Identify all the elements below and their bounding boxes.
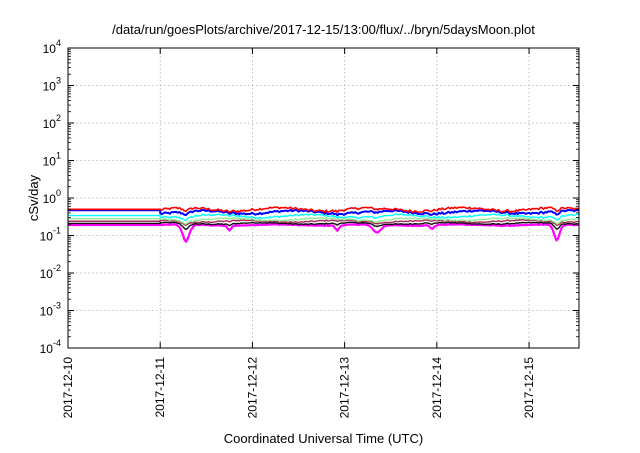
x-axis-label: Coordinated Universal Time (UTC) [224, 431, 423, 446]
y-tick-base: 10 [40, 267, 54, 281]
x-tick-label: 2017-12-13 [338, 357, 352, 419]
y-tick-exponent: 3 [56, 76, 61, 86]
y-tick-label: 102 [43, 113, 61, 131]
y-tick-label: 10-4 [40, 338, 61, 356]
y-tick-exponent: -4 [53, 338, 61, 348]
chart-title: /data/run/goesPlots/archive/2017-12-15/1… [112, 22, 535, 37]
y-tick-base: 10 [43, 192, 57, 206]
y-tick-base: 10 [40, 230, 54, 244]
y-tick-label: 104 [43, 38, 61, 56]
x-tick-label: 2017-12-12 [245, 357, 259, 419]
series-line-1 [68, 223, 580, 243]
y-tick-base: 10 [43, 80, 57, 94]
y-tick-base: 10 [43, 155, 57, 169]
series-line-2 [68, 221, 580, 231]
series-line-7 [68, 206, 580, 214]
x-tick-label: 2017-12-10 [61, 357, 75, 419]
series-line-4 [68, 216, 580, 225]
y-tick-base: 10 [40, 342, 54, 356]
y-tick-label: 10-2 [40, 263, 61, 281]
y-tick-label: 10-3 [40, 301, 61, 319]
y-tick-exponent: -1 [53, 226, 61, 236]
series-line-6 [68, 208, 580, 217]
x-tick-label: 2017-12-11 [153, 357, 167, 418]
y-tick-exponent: 1 [56, 151, 61, 161]
y-tick-exponent: 4 [56, 38, 61, 48]
grid-layer [68, 48, 579, 348]
y-tick-base: 10 [40, 305, 54, 319]
y-tick-label: 101 [43, 151, 61, 169]
series-line-5 [68, 213, 580, 222]
y-tick-exponent: -2 [53, 263, 61, 273]
y-tick-base: 10 [43, 42, 57, 56]
y-tick-label: 10-1 [40, 226, 61, 244]
y-tick-exponent: 2 [56, 113, 61, 123]
x-tick-label: 2017-12-15 [522, 357, 536, 419]
x-tick-label: 2017-12-14 [430, 357, 444, 419]
series-layer [68, 206, 580, 243]
y-tick-label: 100 [43, 188, 61, 206]
y-axis-label: cSv/day [26, 174, 41, 221]
tick-layer: 10-410-310-210-11001011021031042017-12-1… [40, 38, 579, 418]
y-tick-exponent: 0 [56, 188, 61, 198]
series-line-3 [68, 219, 579, 227]
y-tick-label: 103 [43, 76, 61, 94]
y-tick-base: 10 [43, 117, 57, 131]
y-tick-exponent: -3 [53, 301, 61, 311]
